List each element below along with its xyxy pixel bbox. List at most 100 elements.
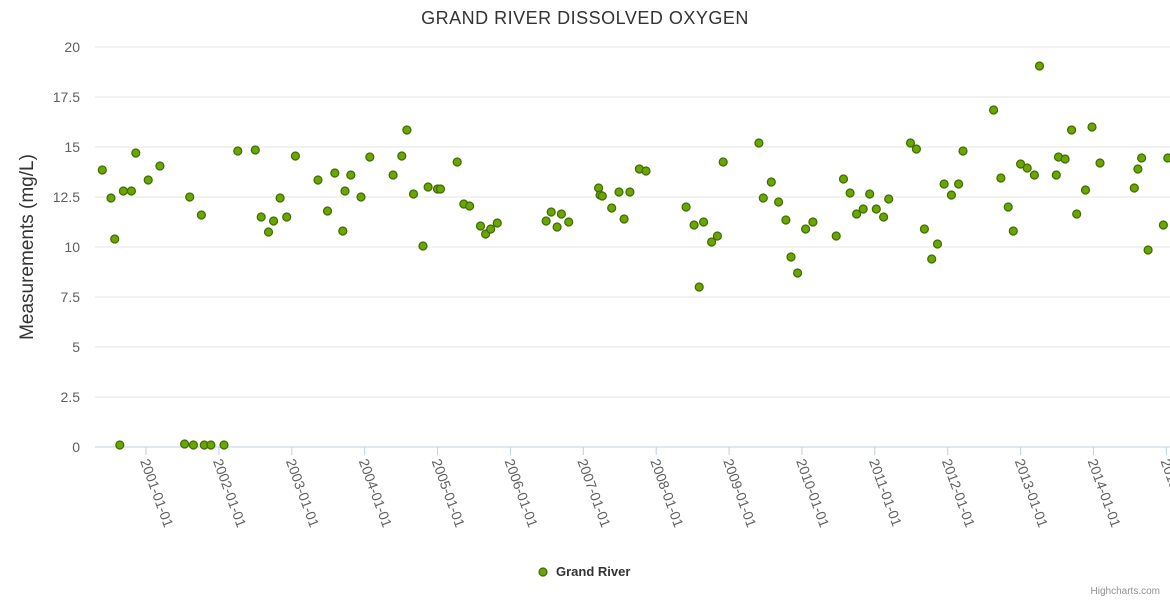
data-point[interactable] [322,206,333,216]
data-point[interactable] [718,157,728,167]
data-point[interactable] [356,192,366,202]
data-point[interactable] [97,165,107,175]
data-point[interactable] [958,146,968,156]
data-point[interactable] [641,166,651,176]
data-point[interactable] [597,191,607,201]
data-point[interactable] [758,193,768,203]
data-point[interactable] [546,207,556,217]
data-point[interactable] [1003,202,1013,212]
data-point[interactable] [185,192,195,202]
data-point[interactable] [256,212,266,222]
data-point[interactable] [118,186,129,196]
data-point[interactable] [340,186,350,196]
data-point[interactable] [808,217,818,227]
data-point[interactable] [988,105,999,115]
data-point[interactable] [435,184,446,194]
data-point[interactable] [418,241,428,251]
data-point[interactable] [831,231,841,241]
data-point[interactable] [1029,170,1040,180]
data-point[interactable] [346,170,356,180]
data-point[interactable] [698,217,709,227]
data-point[interactable] [196,210,206,220]
data-point[interactable] [423,182,433,192]
data-point[interactable] [180,439,190,449]
data-point[interactable] [838,174,849,184]
data-point[interactable] [486,224,496,234]
data-point[interactable] [263,227,274,237]
data-point[interactable] [126,186,136,196]
data-point[interactable] [475,221,486,231]
data-point[interactable] [1015,159,1026,169]
data-point[interactable] [155,161,165,171]
legend-label[interactable]: Grand River [556,564,630,579]
data-point[interactable] [402,125,412,135]
data-point[interactable] [365,152,375,162]
data-point[interactable] [1080,185,1091,195]
data-point[interactable] [858,204,868,214]
data-point[interactable] [452,157,462,167]
data-point[interactable] [689,220,699,230]
data-point[interactable] [388,170,398,180]
data-point[interactable] [865,189,875,199]
data-point[interactable] [1060,154,1070,164]
data-point[interactable] [681,202,691,212]
data-point[interactable] [706,237,717,247]
data-point[interactable] [397,151,407,161]
data-point[interactable] [884,194,894,204]
data-point[interactable] [1143,245,1153,255]
data-point[interactable] [465,201,475,211]
data-point[interactable] [800,224,811,234]
data-point[interactable] [330,168,340,178]
data-point[interactable] [233,146,243,156]
data-point[interactable] [911,144,922,154]
data-point[interactable] [1008,226,1018,236]
data-point[interactable] [408,189,419,199]
data-point[interactable] [996,173,1006,183]
data-point[interactable] [953,179,964,189]
data-point[interactable] [110,234,120,244]
data-point[interactable] [607,203,617,213]
data-point[interactable] [1095,158,1105,168]
data-point[interactable] [282,212,292,222]
data-point[interactable] [206,440,216,450]
data-point[interactable] [1129,183,1139,193]
data-point[interactable] [290,151,300,161]
data-point[interactable] [625,187,635,197]
data-point[interactable] [619,214,629,224]
data-point[interactable] [919,224,930,234]
data-point[interactable] [694,282,704,292]
data-point[interactable] [552,222,562,232]
data-point[interactable] [188,440,198,450]
data-point[interactable] [845,188,855,198]
data-point[interactable] [927,254,937,264]
data-point[interactable] [492,218,502,228]
data-point[interactable] [143,175,153,185]
data-point[interactable] [878,212,889,222]
data-point[interactable] [766,177,776,187]
data-point[interactable] [1051,170,1061,180]
legend[interactable]: Grand River [538,564,630,579]
data-point[interactable] [851,209,862,219]
data-point[interactable] [712,231,723,241]
data-point[interactable] [1133,164,1143,174]
data-point[interactable] [754,138,764,148]
data-point[interactable] [905,138,916,148]
credits-link[interactable]: Highcharts.com [1091,586,1160,597]
data-point[interactable] [1034,61,1045,71]
data-point[interactable] [275,193,285,203]
data-point[interactable] [939,179,949,189]
data-point[interactable] [115,440,125,450]
data-point[interactable] [1136,153,1147,163]
data-point[interactable] [564,217,574,227]
data-point[interactable] [1072,209,1082,219]
data-point[interactable] [1087,122,1097,132]
data-point[interactable] [781,215,791,225]
data-point[interactable] [792,268,803,278]
data-point[interactable] [269,216,279,226]
data-point[interactable] [106,193,116,203]
data-point[interactable] [250,145,260,155]
data-point[interactable] [786,252,796,262]
data-point[interactable] [932,239,943,249]
data-point[interactable] [871,204,881,214]
data-point[interactable] [313,175,323,185]
